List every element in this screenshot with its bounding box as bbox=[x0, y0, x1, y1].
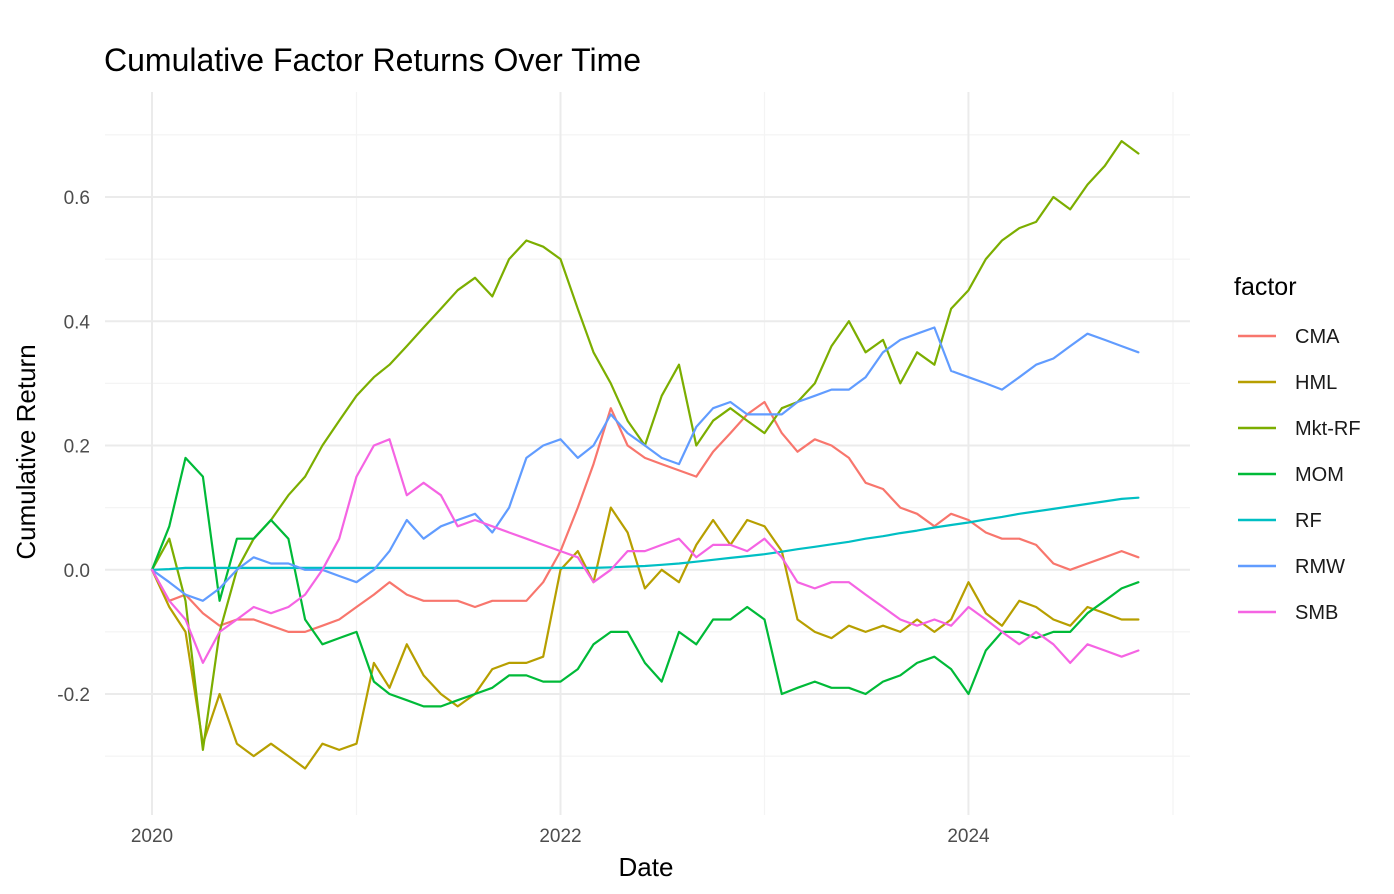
x-axis-title: Date bbox=[619, 852, 674, 882]
x-tick-label: 2022 bbox=[539, 826, 581, 847]
legend: factor CMA HML Mkt-RF MOM RF RMW SMB bbox=[1234, 273, 1361, 624]
series-line-rmw bbox=[150, 326, 1140, 602]
series-line-hml bbox=[150, 506, 1140, 770]
legend-item: SMB bbox=[1238, 602, 1338, 624]
series-line-cma bbox=[150, 400, 1140, 634]
chart-title: Cumulative Factor Returns Over Time bbox=[104, 42, 641, 78]
y-tick-label: 0.0 bbox=[64, 561, 90, 582]
series-lines bbox=[150, 140, 1140, 770]
legend-label: CMA bbox=[1295, 326, 1340, 348]
series-line-rf bbox=[150, 496, 1140, 571]
major-gridlines bbox=[105, 92, 1190, 815]
y-axis-title: Cumulative Return bbox=[11, 344, 41, 559]
legend-item: Mkt-RF bbox=[1238, 418, 1361, 440]
legend-item: RF bbox=[1238, 510, 1322, 532]
y-tick-label: 0.2 bbox=[64, 437, 90, 458]
legend-item: MOM bbox=[1238, 464, 1344, 486]
y-tick-label: 0.6 bbox=[64, 188, 90, 209]
legend-item: RMW bbox=[1238, 556, 1345, 578]
legend-label: SMB bbox=[1295, 602, 1338, 624]
legend-label: MOM bbox=[1295, 464, 1344, 486]
y-axis-ticks: -0.2 0.0 0.2 0.4 0.6 bbox=[57, 188, 90, 706]
minor-gridlines bbox=[105, 92, 1190, 815]
legend-label: RMW bbox=[1295, 556, 1345, 578]
legend-label: Mkt-RF bbox=[1295, 418, 1361, 440]
series-line-mom bbox=[150, 456, 1140, 708]
y-tick-label: -0.2 bbox=[57, 685, 90, 706]
legend-label: HML bbox=[1295, 372, 1337, 394]
x-axis-ticks: 2020 2022 2024 bbox=[131, 826, 990, 847]
series-line-smb bbox=[150, 438, 1140, 665]
x-tick-label: 2020 bbox=[131, 826, 173, 847]
legend-item: CMA bbox=[1238, 326, 1340, 348]
legend-title: factor bbox=[1234, 273, 1297, 301]
x-tick-label: 2024 bbox=[947, 826, 990, 847]
legend-label: RF bbox=[1295, 510, 1322, 532]
y-tick-label: 0.4 bbox=[64, 312, 91, 333]
legend-item: HML bbox=[1238, 372, 1337, 394]
